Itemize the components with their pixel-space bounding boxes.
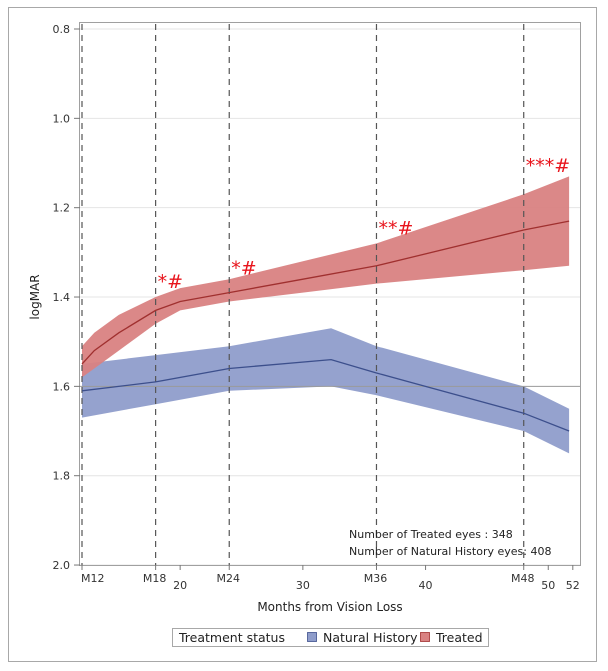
info-line-natural-history: Number of Natural History eyes: 408 <box>349 545 551 558</box>
plot-frame <box>79 22 581 566</box>
x-tick-label: 20 <box>173 579 187 592</box>
band-treated <box>82 176 570 378</box>
x-tick-label: 40 <box>419 579 433 592</box>
y-tick-label: 1.6 <box>53 380 71 393</box>
y-axis-title: logMAR <box>28 274 42 319</box>
y-tick-label: 1.2 <box>53 202 71 215</box>
legend: Treatment status Natural History Treated <box>172 628 489 647</box>
band-natural-history <box>82 328 570 454</box>
x-tick-label: 30 <box>296 579 310 592</box>
x-tick-label: M36 <box>364 572 388 585</box>
significance-marker: **# <box>378 217 413 239</box>
graph-frame <box>8 7 597 662</box>
grid-layer <box>80 28 580 566</box>
y-tick-label: 1.4 <box>53 291 71 304</box>
y-tick-label: 0.8 <box>53 23 71 36</box>
legend-swatch-natural-history <box>307 632 317 642</box>
line-natural-history <box>81 358 570 432</box>
line-layer <box>81 220 570 432</box>
line-treated <box>81 220 570 365</box>
axes: 0.8 1.0 1.2 1.4 1.6 1.8 2.0 M12 M18 20 M24 30 M36 40 M… <box>53 23 580 592</box>
y-tick-label: 1.0 <box>53 112 71 125</box>
x-tick-label: M18 <box>143 572 167 585</box>
legend-box <box>172 628 489 647</box>
x-tick-label: 50 <box>541 579 555 592</box>
significance-marker: ***# <box>526 155 570 177</box>
y-tick-label: 1.8 <box>53 470 71 483</box>
significance-marker: *# <box>158 271 183 293</box>
x-axis-title: Months from Vision Loss <box>257 600 402 614</box>
legend-swatch-treated <box>420 632 430 642</box>
legend-label-natural-history: Natural History <box>323 630 418 645</box>
y-tick-label: 2.0 <box>53 559 71 572</box>
x-tick-label: 52 <box>566 579 580 592</box>
band-layer <box>82 176 570 454</box>
reference-lines <box>80 24 580 565</box>
legend-title: Treatment status <box>178 630 285 645</box>
info-line-treated: Number of Treated eyes : 348 <box>349 528 513 541</box>
x-tick-label: M48 <box>511 572 535 585</box>
x-tick-label: M12 <box>81 572 105 585</box>
x-tick-label: M24 <box>216 572 240 585</box>
info-box: Number of Treated eyes : 348 Number of N… <box>349 528 551 558</box>
significance-marker: *# <box>231 258 256 280</box>
legend-label-treated: Treated <box>435 630 483 645</box>
significance-annotations: *# *# **# ***# <box>158 155 571 293</box>
